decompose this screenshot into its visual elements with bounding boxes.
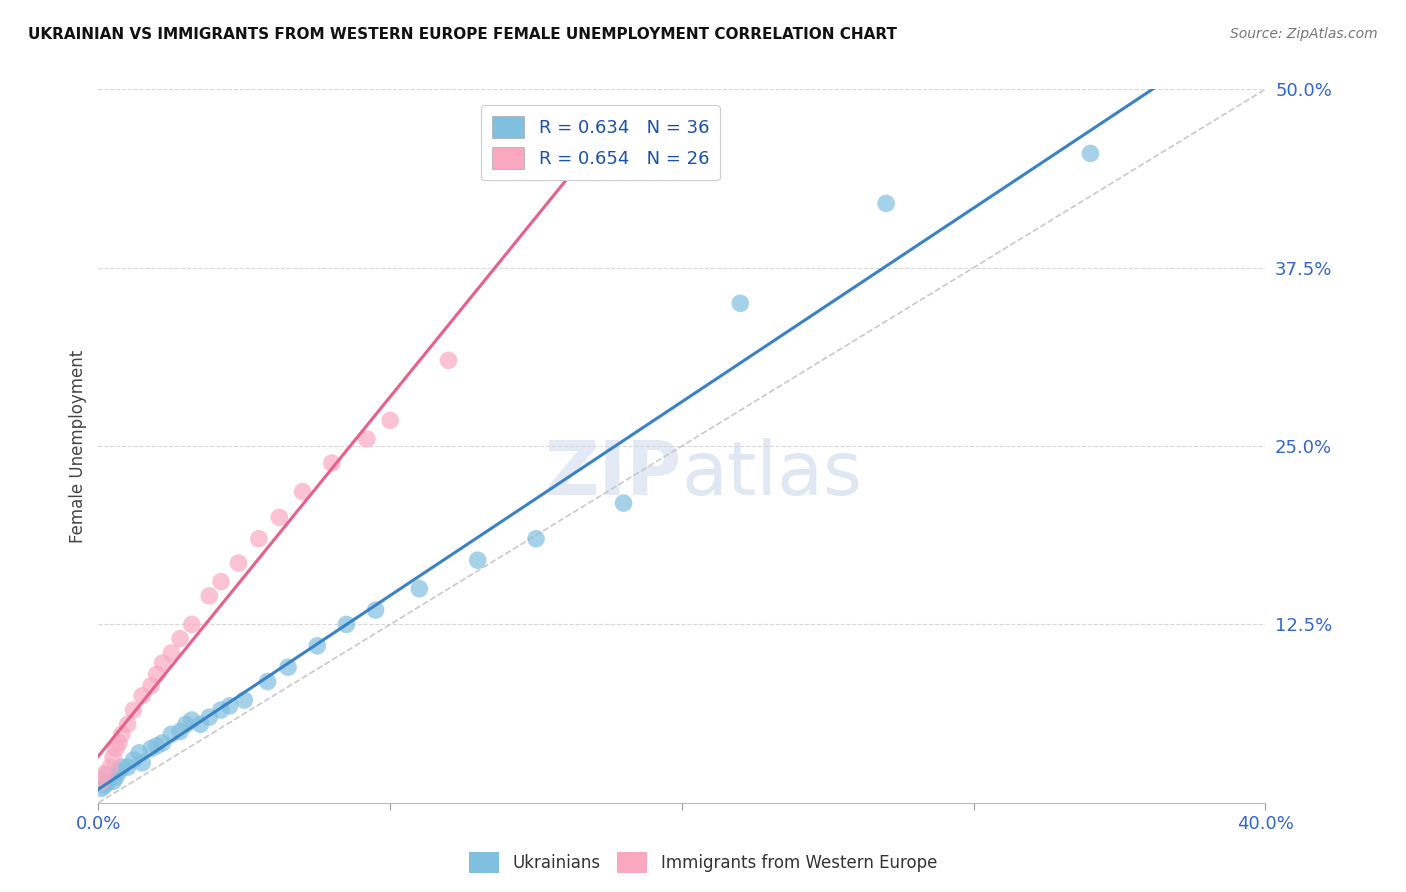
- Point: [218, 698, 240, 713]
- Point: [101, 774, 124, 789]
- Point: [256, 674, 278, 689]
- Legend: Ukrainians, Immigrants from Western Europe: Ukrainians, Immigrants from Western Euro…: [463, 846, 943, 880]
- Point: [111, 727, 134, 741]
- Point: [875, 196, 897, 211]
- Point: [93, 767, 115, 781]
- Point: [117, 717, 139, 731]
- Point: [131, 689, 153, 703]
- Point: [101, 750, 124, 764]
- Point: [524, 532, 547, 546]
- Point: [96, 767, 118, 781]
- Point: [277, 660, 299, 674]
- Point: [291, 484, 314, 499]
- Point: [90, 781, 112, 796]
- Point: [335, 617, 357, 632]
- Point: [1080, 146, 1102, 161]
- Point: [96, 776, 118, 790]
- Point: [180, 617, 202, 632]
- Point: [174, 717, 197, 731]
- Point: [169, 724, 191, 739]
- Text: ZIP: ZIP: [544, 438, 682, 511]
- Point: [437, 353, 460, 368]
- Point: [146, 739, 169, 753]
- Point: [131, 756, 153, 770]
- Y-axis label: Female Unemployment: Female Unemployment: [69, 350, 87, 542]
- Text: UKRAINIAN VS IMMIGRANTS FROM WESTERN EUROPE FEMALE UNEMPLOYMENT CORRELATION CHAR: UKRAINIAN VS IMMIGRANTS FROM WESTERN EUR…: [28, 27, 897, 42]
- Point: [408, 582, 430, 596]
- Point: [104, 770, 127, 784]
- Point: [307, 639, 329, 653]
- Point: [190, 717, 212, 731]
- Point: [169, 632, 191, 646]
- Point: [728, 296, 751, 310]
- Point: [139, 741, 162, 756]
- Point: [108, 736, 131, 750]
- Point: [111, 760, 134, 774]
- Point: [180, 713, 202, 727]
- Point: [247, 532, 270, 546]
- Point: [93, 779, 115, 793]
- Point: [104, 741, 127, 756]
- Point: [98, 760, 121, 774]
- Legend: R = 0.634   N = 36, R = 0.654   N = 26: R = 0.634 N = 36, R = 0.654 N = 26: [481, 105, 720, 180]
- Text: Source: ZipAtlas.com: Source: ZipAtlas.com: [1230, 27, 1378, 41]
- Point: [209, 574, 232, 589]
- Point: [209, 703, 232, 717]
- Point: [146, 667, 169, 681]
- Point: [128, 746, 150, 760]
- Point: [233, 693, 256, 707]
- Point: [467, 553, 489, 567]
- Point: [122, 703, 145, 717]
- Point: [269, 510, 291, 524]
- Point: [117, 760, 139, 774]
- Text: atlas: atlas: [682, 438, 863, 511]
- Point: [356, 432, 378, 446]
- Point: [612, 496, 634, 510]
- Point: [160, 646, 183, 660]
- Point: [122, 753, 145, 767]
- Point: [108, 764, 131, 779]
- Point: [228, 556, 250, 570]
- Point: [160, 727, 183, 741]
- Point: [321, 456, 343, 470]
- Point: [152, 656, 174, 670]
- Point: [364, 603, 387, 617]
- Point: [198, 589, 221, 603]
- Point: [198, 710, 221, 724]
- Point: [152, 736, 174, 750]
- Point: [90, 774, 112, 789]
- Point: [378, 413, 402, 427]
- Point: [139, 679, 162, 693]
